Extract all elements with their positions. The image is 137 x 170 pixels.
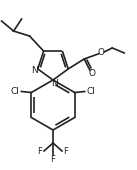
Text: N: N	[51, 80, 57, 89]
Text: O: O	[98, 48, 105, 57]
Text: N: N	[31, 66, 38, 75]
Text: Cl: Cl	[11, 87, 20, 96]
Text: F: F	[38, 148, 42, 157]
Text: Cl: Cl	[86, 87, 95, 96]
Text: O: O	[89, 69, 96, 78]
Text: F: F	[64, 148, 68, 157]
Text: F: F	[51, 155, 55, 164]
